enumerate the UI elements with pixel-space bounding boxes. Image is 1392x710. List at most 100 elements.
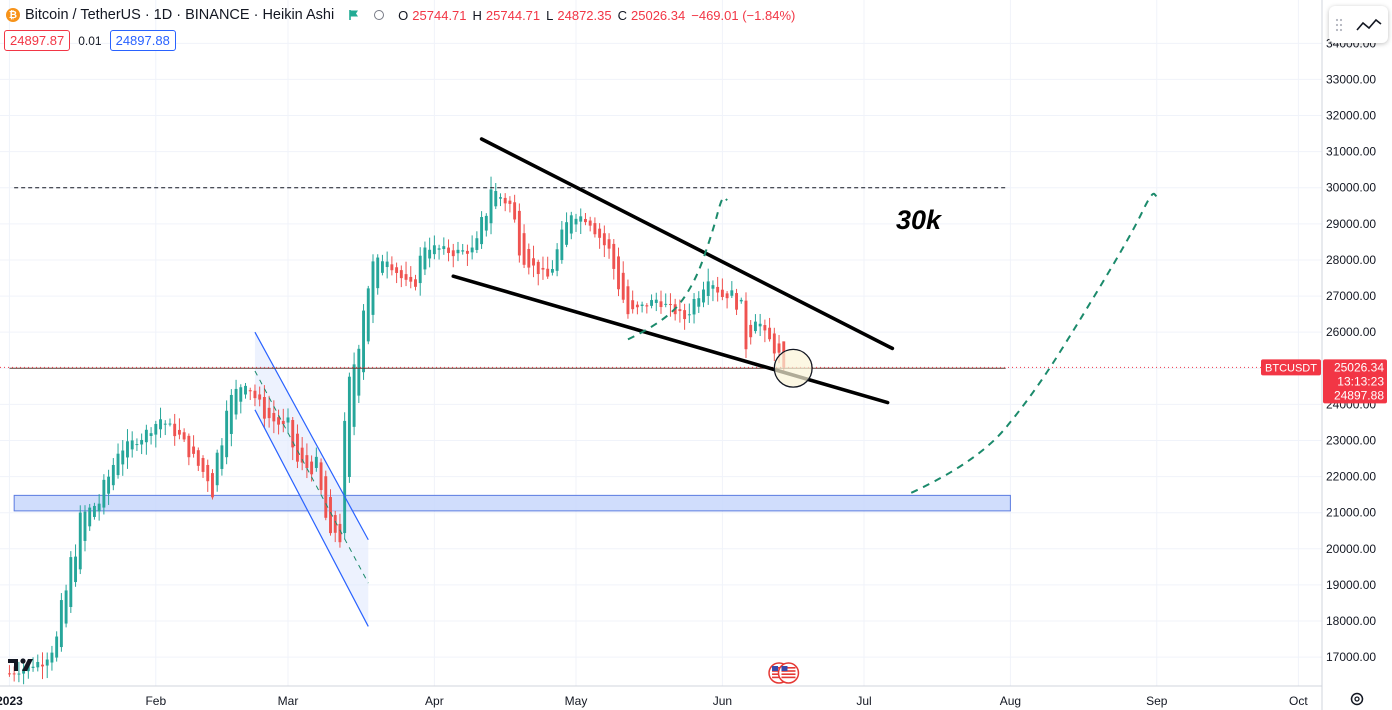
candle-body bbox=[329, 497, 332, 534]
channel-lower-line[interactable] bbox=[254, 409, 369, 627]
candle-body bbox=[428, 249, 432, 259]
candle-body bbox=[522, 233, 526, 265]
candle-body bbox=[376, 257, 380, 289]
price-tick-label: 18000.00 bbox=[1326, 614, 1376, 628]
time-tick-label: May bbox=[565, 694, 588, 708]
candle-body bbox=[45, 659, 49, 666]
candle-body bbox=[532, 258, 535, 266]
candle-body bbox=[248, 390, 252, 392]
ticker-tag[interactable]: BTCUSDT bbox=[1261, 359, 1321, 376]
event-markers[interactable] bbox=[768, 662, 800, 684]
sell-button[interactable]: 24897.87 bbox=[4, 30, 71, 51]
candle-body bbox=[229, 394, 233, 434]
candle-body bbox=[206, 464, 210, 482]
candle-body bbox=[286, 417, 290, 423]
time-axis[interactable]: 2023 Feb Mar Apr May Jun Jul Aug Sep Oct bbox=[0, 658, 1364, 708]
symbol-title[interactable]: Bitcoin / TetherUS · 1D · BINANCE · Heik… bbox=[25, 7, 335, 23]
candle-body bbox=[645, 305, 649, 307]
candle-body bbox=[310, 461, 314, 475]
change-value: −469.01 (−1.84%) bbox=[691, 7, 796, 23]
candle-body bbox=[607, 239, 611, 249]
candle-body bbox=[494, 191, 498, 207]
candle-body bbox=[159, 419, 162, 430]
channel-mid-line[interactable] bbox=[254, 370, 369, 584]
flag-stripe bbox=[772, 667, 787, 669]
candle-body bbox=[296, 433, 299, 462]
last-price-value: 25026.34 bbox=[1334, 360, 1384, 374]
time-tick-label: Jul bbox=[856, 694, 871, 708]
buy-button[interactable]: 24897.88 bbox=[109, 30, 176, 51]
candle-body bbox=[149, 433, 153, 437]
wedge-lower-line[interactable] bbox=[451, 274, 890, 405]
price-tick-label: 22000.00 bbox=[1326, 470, 1376, 484]
us-flag-icon[interactable] bbox=[777, 662, 800, 684]
price-tick-label: 23000.00 bbox=[1326, 433, 1376, 447]
candle-body bbox=[74, 556, 77, 583]
candle-body bbox=[324, 476, 328, 518]
time-tick-label: Aug bbox=[1000, 694, 1021, 708]
support-zone[interactable] bbox=[13, 494, 1011, 512]
candle-body bbox=[385, 261, 389, 268]
candle-body bbox=[343, 420, 347, 534]
candle-body bbox=[437, 248, 441, 250]
candle-body bbox=[513, 202, 517, 220]
candle-body bbox=[730, 290, 734, 296]
price-tick-label: 27000.00 bbox=[1326, 289, 1376, 303]
candle-body bbox=[17, 673, 21, 675]
drawings[interactable] bbox=[0, 137, 1322, 627]
candle-body bbox=[258, 394, 262, 400]
price-tick-label: 26000.00 bbox=[1326, 325, 1376, 339]
candle-body bbox=[716, 286, 720, 293]
candle-body bbox=[465, 250, 469, 254]
candle-body bbox=[602, 233, 606, 246]
candle-body bbox=[503, 197, 507, 204]
flag-stripe bbox=[781, 673, 796, 675]
time-tick-label: 2023 bbox=[0, 694, 23, 708]
wedge-upper-line[interactable] bbox=[479, 137, 895, 351]
price-tick-label: 17000.00 bbox=[1326, 650, 1376, 664]
candle-body bbox=[244, 385, 247, 395]
candle-body bbox=[234, 388, 238, 415]
chart-style-icon[interactable] bbox=[1356, 17, 1382, 33]
candle-body bbox=[541, 267, 545, 270]
candle-body bbox=[621, 272, 625, 300]
flag-canton bbox=[772, 666, 779, 671]
candle-body bbox=[749, 324, 753, 338]
candle-body bbox=[187, 435, 191, 458]
candle-body bbox=[366, 288, 370, 342]
candle-body bbox=[588, 220, 592, 226]
bid-price-value: 24897.88 bbox=[1334, 388, 1384, 402]
projection-path[interactable] bbox=[627, 196, 728, 341]
price-axis[interactable]: 34000.0033000.0032000.0031000.0030000.00… bbox=[1261, 0, 1387, 710]
flag-icon[interactable] bbox=[348, 9, 360, 21]
candle-body bbox=[390, 264, 394, 271]
candle-body bbox=[683, 310, 687, 320]
candle-body bbox=[314, 456, 318, 468]
highlight-circle[interactable] bbox=[773, 348, 813, 388]
price-tick-label: 28000.00 bbox=[1326, 253, 1376, 267]
channel-upper-line[interactable] bbox=[254, 331, 369, 541]
last-price-bg bbox=[1323, 359, 1387, 404]
projection-path[interactable] bbox=[910, 192, 1158, 494]
candle-body bbox=[272, 412, 276, 422]
candle-body bbox=[140, 439, 144, 445]
candle-body bbox=[395, 267, 399, 273]
flag-stripe bbox=[781, 670, 796, 672]
candle-body bbox=[508, 200, 512, 204]
candle-body bbox=[88, 507, 92, 527]
pane-widget[interactable] bbox=[1329, 6, 1388, 43]
spread-value: 0.01 bbox=[78, 33, 102, 48]
candle-body bbox=[59, 600, 63, 648]
annotation-30k[interactable]: 30k bbox=[896, 205, 943, 235]
candle-body bbox=[414, 279, 417, 287]
drag-handle-icon[interactable] bbox=[1335, 18, 1343, 32]
candle-body bbox=[664, 303, 668, 305]
candle-body bbox=[739, 299, 743, 302]
candle-body bbox=[574, 218, 578, 225]
chart-zones bbox=[13, 332, 1011, 627]
gear-icon[interactable] bbox=[1350, 692, 1364, 706]
candle-body bbox=[338, 523, 342, 543]
candle-body bbox=[92, 505, 96, 517]
